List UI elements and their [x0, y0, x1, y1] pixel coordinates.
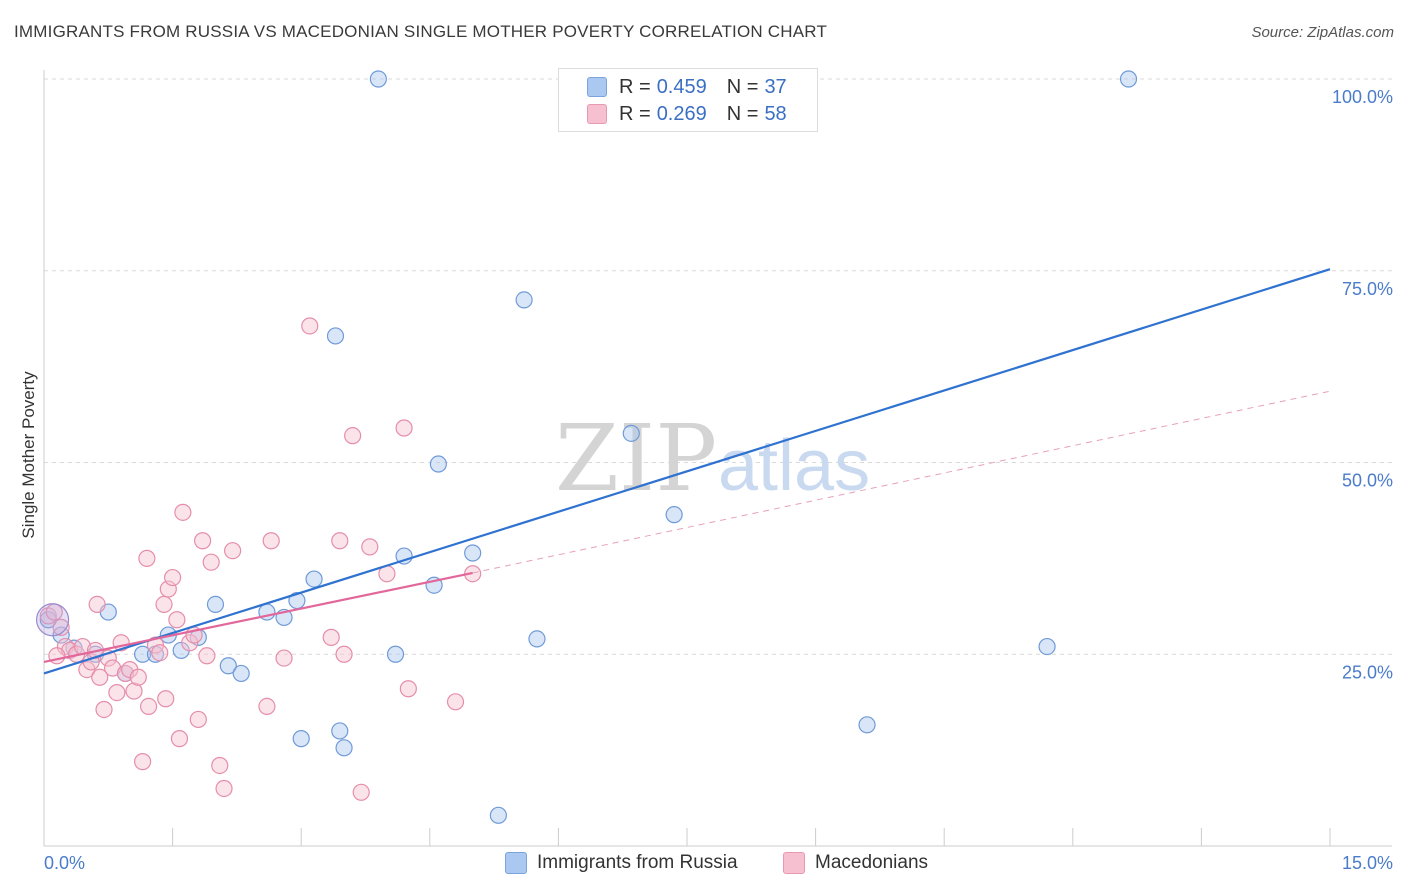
russia-point [429, 455, 447, 473]
russia-point [133, 645, 152, 663]
legend-r-label: R = [619, 75, 651, 98]
russia-point [858, 716, 876, 734]
y-axis-label: Single Mother Poverty [19, 371, 38, 539]
macedonian-point [95, 700, 113, 719]
macedonian-point [275, 649, 293, 667]
macedonian-point [189, 710, 207, 729]
legend-n-label: N = [726, 75, 759, 98]
legend-n-value-russia: 37 [764, 75, 787, 98]
macedonian-point [262, 532, 280, 550]
macedonian-point [91, 668, 109, 686]
points-layer [35, 70, 1138, 824]
russia-point [515, 291, 533, 309]
russia-point [331, 722, 349, 740]
macedonian-point [258, 697, 276, 716]
legend-r-value-macedonians: 0.269 [656, 102, 707, 125]
russia-point [305, 570, 323, 588]
macedonian-point [170, 730, 189, 748]
macedonian-point [211, 756, 229, 775]
macedonian-point [301, 317, 319, 335]
macedonian-point [168, 611, 186, 629]
legend-box: R = 0.459 N = 37 R = 0.269 N = 58 [558, 68, 818, 132]
x-tick-label-max: 15.0% [1342, 853, 1393, 873]
trend-layer [43, 268, 1331, 675]
legend-n-value-macedonians: 58 [764, 102, 787, 125]
russia-point [369, 70, 387, 88]
trend-line-macedonians [43, 571, 473, 663]
macedonian-point [52, 618, 70, 637]
macedonian-point [198, 647, 216, 665]
russia-point [326, 327, 345, 345]
russia-point [665, 506, 683, 524]
macedonian-point [133, 753, 152, 771]
watermark: ZIP atlas [555, 405, 870, 512]
russia-point [219, 657, 237, 675]
macedonian-point [125, 682, 143, 700]
y-tick-label: 50.0% [1342, 471, 1393, 491]
bottom-legend-swatch-macedonians [783, 852, 805, 874]
macedonian-point [164, 568, 182, 587]
russia-point [232, 664, 250, 683]
russia-point [622, 424, 640, 442]
macedonian-point [399, 680, 417, 698]
macedonian-point [103, 659, 122, 677]
y-tick-label: 100.0% [1332, 87, 1393, 107]
legend-swatch-russia [587, 77, 607, 97]
macedonian-point [155, 595, 173, 613]
russia-point [335, 739, 353, 757]
macedonian-point [157, 690, 175, 708]
legend-r-value-russia: 0.459 [656, 75, 707, 98]
macedonian-point [88, 595, 106, 613]
legend-r-label: R = [619, 102, 651, 125]
macedonian-point [151, 644, 169, 662]
source-attribution: Source: ZipAtlas.com [1251, 24, 1394, 41]
macedonian-point [344, 427, 362, 445]
macedonian-point [331, 532, 349, 550]
macedonian-point [139, 697, 158, 716]
macedonian-point [138, 549, 156, 567]
macedonian-point [322, 628, 340, 646]
bottom-legend-label-macedonians: Macedonians [815, 852, 929, 873]
bottom-legend-russia: Immigrants from Russia [505, 852, 738, 874]
macedonian-point [174, 503, 192, 521]
cluster-bubble [35, 603, 70, 637]
macedonian-point [194, 532, 212, 550]
chart-title: IMMIGRANTS FROM RUSSIA VS MACEDONIAN SIN… [14, 22, 828, 41]
macedonian-point [361, 538, 379, 556]
watermark-atlas: atlas [718, 426, 870, 506]
legend-row-macedonians: R = 0.269 N = 58 [587, 101, 807, 127]
russia-point [1038, 637, 1056, 656]
macedonian-point [129, 668, 147, 686]
macedonian-point [202, 553, 220, 571]
bottom-legend-label-russia: Immigrants from Russia [537, 852, 738, 873]
russia-point [206, 595, 225, 613]
bottom-legend-macedonians: Macedonians [783, 852, 928, 874]
legend-swatch-macedonians [587, 104, 607, 124]
macedonian-point [224, 542, 242, 560]
macedonian-point [335, 645, 353, 663]
y-tick-label: 75.0% [1342, 279, 1393, 299]
axes-layer: 25.0% 50.0% 75.0% 100.0% 0.0% 15.0% [43, 70, 1393, 873]
bottom-legend-swatch-russia [505, 852, 527, 874]
legend-n-label: N = [726, 102, 759, 125]
trend-line-russia [43, 268, 1331, 675]
x-tick-label-min: 0.0% [44, 853, 85, 873]
russia-point [292, 730, 310, 748]
trend-line-macedonians-extended [472, 390, 1331, 574]
russia-point [528, 630, 546, 648]
macedonian-point [395, 419, 413, 437]
macedonian-point [446, 693, 465, 711]
macedonian-point [108, 683, 126, 702]
macedonian-point [215, 779, 233, 798]
russia-point [386, 645, 405, 663]
y-tick-label: 25.0% [1342, 662, 1393, 682]
legend-row-russia: R = 0.459 N = 37 [587, 74, 807, 100]
watermark-zip: ZIP [555, 405, 717, 512]
macedonian-point [352, 783, 370, 801]
russia-point [489, 806, 507, 824]
russia-point [464, 544, 482, 562]
grid-layer [44, 78, 1392, 655]
russia-point [1119, 70, 1138, 88]
